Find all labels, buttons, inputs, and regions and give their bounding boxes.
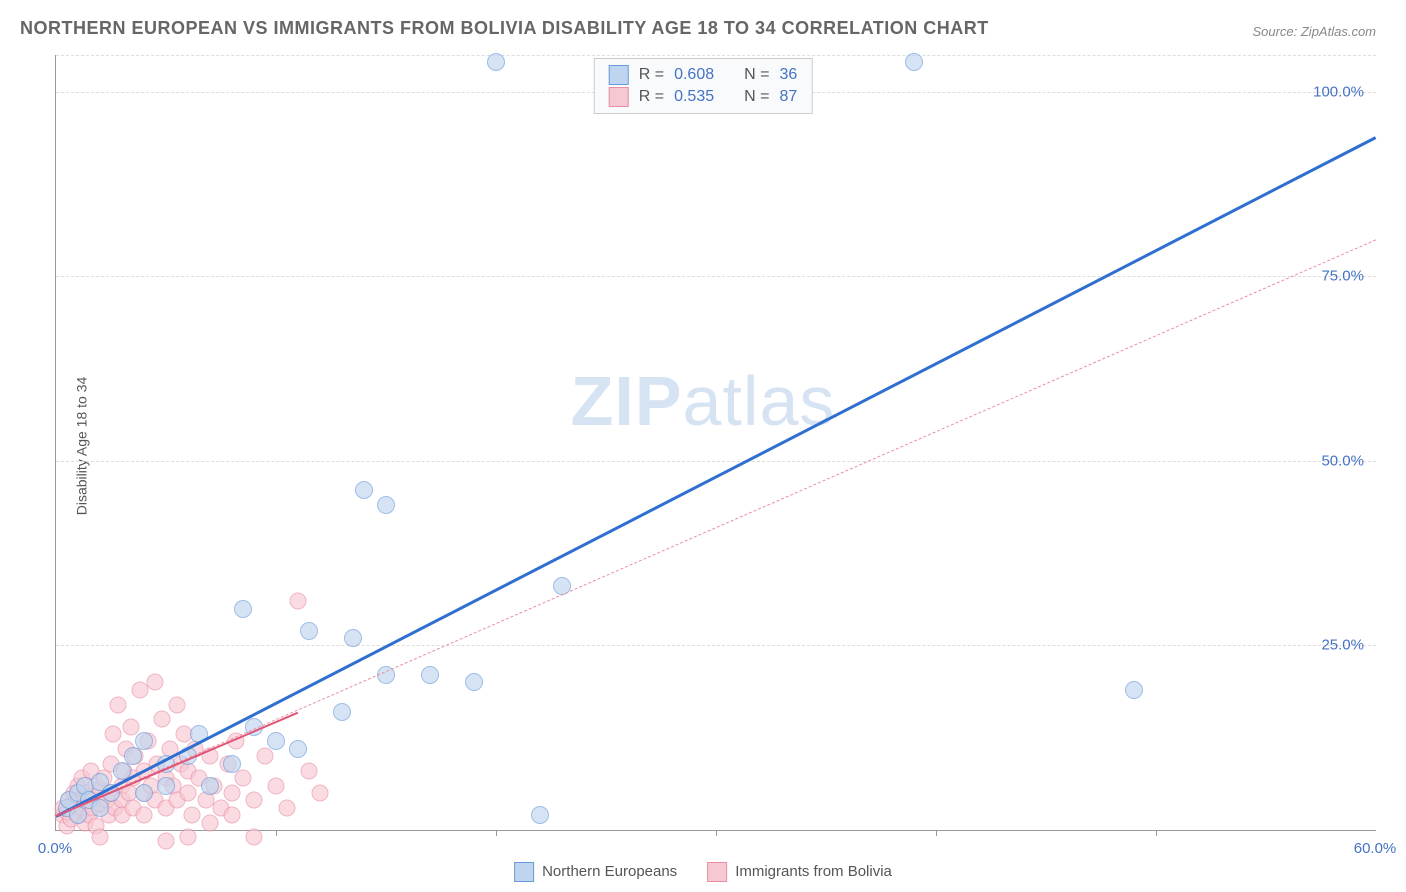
y-tick-label: 75.0% xyxy=(1321,268,1364,285)
legend-item: Northern Europeans xyxy=(514,862,677,882)
x-tick-mark xyxy=(936,830,937,836)
data-point xyxy=(157,777,175,795)
legend-n-label: N = xyxy=(744,88,769,106)
legend-row: R = 0.608 N = 36 xyxy=(609,65,798,85)
data-point xyxy=(246,829,263,846)
plot-area: 25.0% 50.0% 75.0% 100.0% xyxy=(55,55,1376,831)
correlation-legend: R = 0.608 N = 36 R = 0.535 N = 87 xyxy=(594,58,813,114)
data-point xyxy=(487,53,505,71)
data-point xyxy=(421,666,439,684)
gridline xyxy=(56,276,1376,277)
data-point xyxy=(158,833,175,850)
data-point xyxy=(300,622,318,640)
data-point xyxy=(553,577,571,595)
x-tick-mark xyxy=(716,830,717,836)
gridline xyxy=(56,461,1376,462)
data-point xyxy=(131,681,148,698)
data-point xyxy=(224,785,241,802)
legend-r-value: 0.608 xyxy=(674,66,714,84)
data-point xyxy=(279,799,296,816)
data-point xyxy=(377,496,395,514)
legend-swatch xyxy=(514,862,534,882)
data-point xyxy=(135,732,153,750)
legend-swatch xyxy=(609,87,629,107)
data-point xyxy=(1125,681,1143,699)
data-point xyxy=(289,740,307,758)
data-point xyxy=(109,696,126,713)
data-point xyxy=(105,726,122,743)
data-point xyxy=(235,770,252,787)
data-point xyxy=(224,807,241,824)
legend-n-label: N = xyxy=(744,66,769,84)
legend-swatch xyxy=(707,862,727,882)
data-point xyxy=(184,807,201,824)
x-tick-label: 0.0% xyxy=(38,840,72,857)
x-tick-label: 60.0% xyxy=(1354,840,1397,857)
legend-r-label: R = xyxy=(639,66,664,84)
data-point xyxy=(223,755,241,773)
gridline xyxy=(56,645,1376,646)
data-point xyxy=(905,53,923,71)
data-point xyxy=(124,747,142,765)
legend-swatch xyxy=(609,65,629,85)
source-label: Source: ZipAtlas.com xyxy=(1252,24,1376,39)
data-point xyxy=(147,674,164,691)
chart-title: NORTHERN EUROPEAN VS IMMIGRANTS FROM BOL… xyxy=(20,18,989,39)
data-point xyxy=(312,785,329,802)
legend-n-value: 36 xyxy=(779,66,797,84)
data-point xyxy=(153,711,170,728)
data-point xyxy=(122,718,139,735)
x-tick-mark xyxy=(496,830,497,836)
y-tick-label: 25.0% xyxy=(1321,637,1364,654)
data-point xyxy=(201,777,219,795)
data-point xyxy=(92,829,109,846)
data-point xyxy=(257,748,274,765)
data-point xyxy=(355,481,373,499)
data-point xyxy=(136,807,153,824)
legend-n-value: 87 xyxy=(779,88,797,106)
data-point xyxy=(333,703,351,721)
data-point xyxy=(267,732,285,750)
data-point xyxy=(234,600,252,618)
data-point xyxy=(531,806,549,824)
x-tick-mark xyxy=(276,830,277,836)
trend-line xyxy=(55,136,1376,818)
data-point xyxy=(246,792,263,809)
y-tick-label: 100.0% xyxy=(1313,83,1364,100)
x-tick-mark xyxy=(1156,830,1157,836)
legend-series-name: Immigrants from Bolivia xyxy=(735,863,892,880)
data-point xyxy=(91,799,109,817)
data-point xyxy=(344,629,362,647)
data-point xyxy=(180,829,197,846)
data-point xyxy=(301,762,318,779)
data-point xyxy=(169,696,186,713)
legend-series-name: Northern Europeans xyxy=(542,863,677,880)
legend-item: Immigrants from Bolivia xyxy=(707,862,892,882)
data-point xyxy=(465,673,483,691)
data-point xyxy=(290,593,307,610)
legend-r-label: R = xyxy=(639,88,664,106)
series-legend: Northern Europeans Immigrants from Bolivi… xyxy=(514,862,892,882)
data-point xyxy=(180,785,197,802)
data-point xyxy=(268,777,285,794)
y-tick-label: 50.0% xyxy=(1321,452,1364,469)
legend-r-value: 0.535 xyxy=(674,88,714,106)
gridline xyxy=(56,55,1376,56)
legend-row: R = 0.535 N = 87 xyxy=(609,87,798,107)
data-point xyxy=(135,784,153,802)
data-point xyxy=(202,814,219,831)
